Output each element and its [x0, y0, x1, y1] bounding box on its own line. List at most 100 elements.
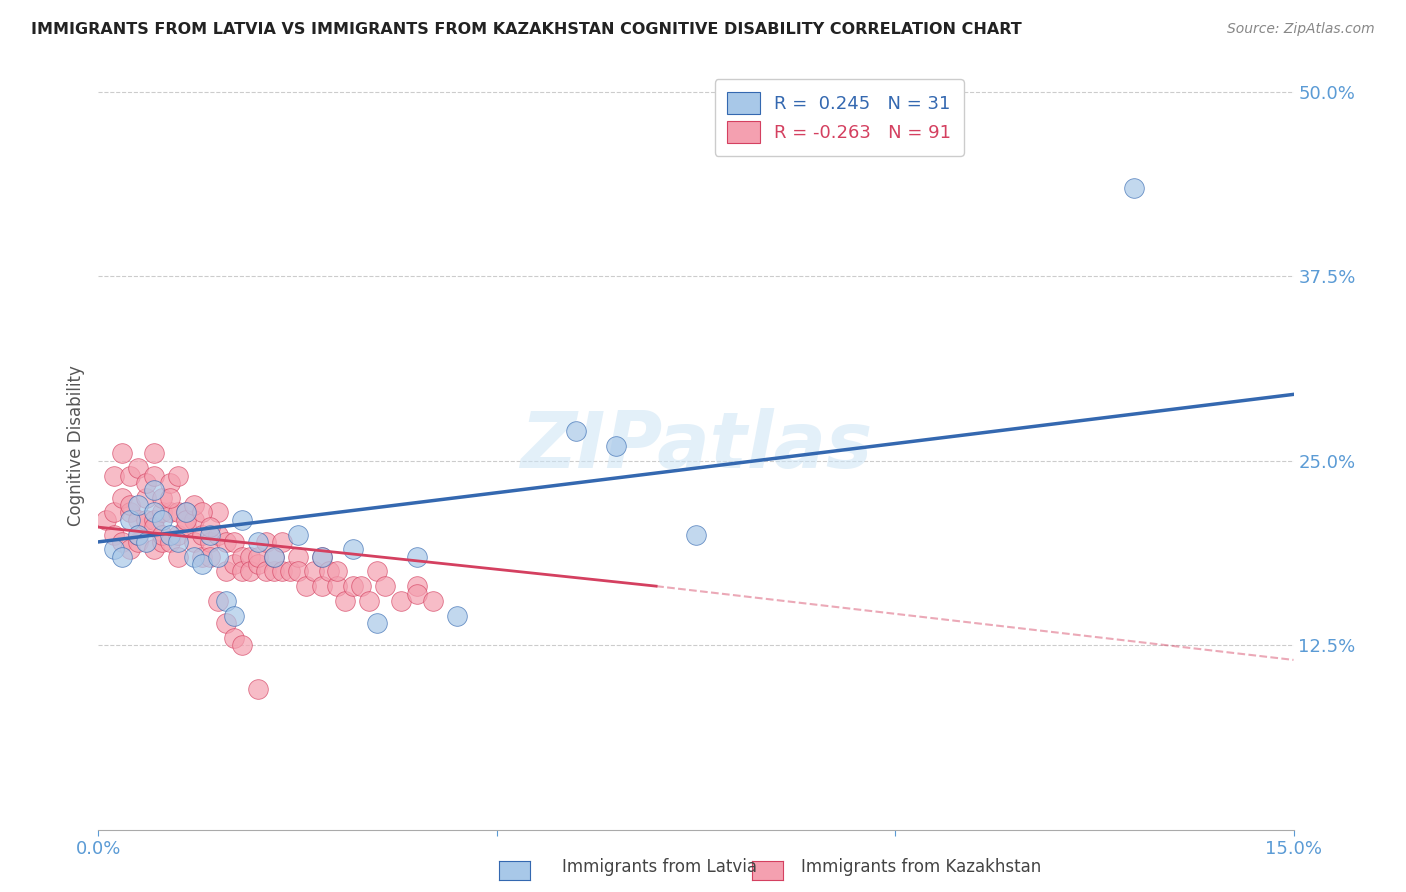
Point — [406, 549, 429, 564]
Point — [150, 491, 173, 505]
Point — [246, 535, 269, 549]
Point — [263, 549, 285, 564]
Point — [159, 527, 181, 541]
Point — [231, 638, 253, 652]
Point — [231, 549, 253, 564]
Point — [294, 579, 316, 593]
Point — [167, 527, 190, 541]
Point — [207, 527, 229, 541]
Point — [406, 586, 429, 600]
Point — [135, 535, 157, 549]
Point — [143, 520, 166, 534]
Point — [191, 557, 214, 571]
Point — [143, 505, 166, 519]
Point — [120, 542, 142, 557]
Text: Source: ZipAtlas.com: Source: ZipAtlas.com — [1227, 22, 1375, 37]
Point — [605, 439, 627, 453]
Point — [127, 535, 149, 549]
Point — [120, 498, 142, 512]
Point — [342, 579, 364, 593]
Point — [183, 535, 205, 549]
Point — [120, 468, 142, 483]
Point — [215, 535, 238, 549]
Point — [143, 513, 166, 527]
Point — [198, 520, 221, 534]
Point — [215, 615, 238, 630]
Point — [222, 608, 245, 623]
Point — [143, 468, 166, 483]
Point — [111, 549, 134, 564]
Point — [191, 505, 214, 519]
Point — [183, 549, 205, 564]
Point — [207, 505, 229, 519]
Point — [246, 557, 269, 571]
Point — [1123, 181, 1146, 195]
Point — [191, 549, 214, 564]
Point — [150, 535, 173, 549]
Point — [311, 579, 333, 593]
Point — [207, 594, 229, 608]
Text: Immigrants from Latvia: Immigrants from Latvia — [562, 858, 758, 876]
Point — [406, 579, 429, 593]
Point — [318, 565, 340, 579]
Point — [263, 565, 285, 579]
Point — [159, 535, 181, 549]
Point — [127, 527, 149, 541]
Point — [215, 565, 238, 579]
Text: ZIPatlas: ZIPatlas — [520, 408, 872, 484]
Point — [120, 505, 142, 519]
Point — [103, 505, 125, 519]
Point — [120, 513, 142, 527]
Point — [191, 527, 214, 541]
Point — [174, 520, 197, 534]
Point — [366, 565, 388, 579]
Point — [127, 461, 149, 475]
Point — [222, 557, 245, 571]
Point — [174, 513, 197, 527]
Point — [103, 527, 125, 541]
Point — [111, 491, 134, 505]
Point — [270, 535, 292, 549]
Point — [111, 535, 134, 549]
Point — [167, 535, 190, 549]
Point — [270, 565, 292, 579]
Point — [350, 579, 373, 593]
Point — [198, 535, 221, 549]
Point — [239, 565, 262, 579]
Point — [143, 483, 166, 498]
Point — [685, 527, 707, 541]
Point — [96, 513, 118, 527]
Point — [359, 594, 381, 608]
Point — [159, 491, 181, 505]
Text: Immigrants from Kazakhstan: Immigrants from Kazakhstan — [801, 858, 1042, 876]
Point — [198, 527, 221, 541]
Point — [287, 527, 309, 541]
Point — [446, 608, 468, 623]
Point — [135, 491, 157, 505]
Point — [389, 594, 412, 608]
Point — [422, 594, 444, 608]
Point — [183, 513, 205, 527]
Point — [287, 565, 309, 579]
Point — [342, 542, 364, 557]
Point — [565, 424, 588, 438]
Legend: R =  0.245   N = 31, R = -0.263   N = 91: R = 0.245 N = 31, R = -0.263 N = 91 — [714, 79, 965, 156]
Point — [174, 505, 197, 519]
Point — [167, 505, 190, 519]
Point — [231, 565, 253, 579]
Point — [183, 498, 205, 512]
Point — [366, 615, 388, 630]
Point — [159, 475, 181, 490]
Point — [167, 549, 190, 564]
Point — [287, 549, 309, 564]
Point — [127, 527, 149, 541]
Point — [302, 565, 325, 579]
Point — [167, 468, 190, 483]
Point — [143, 542, 166, 557]
Point — [222, 631, 245, 645]
Text: IMMIGRANTS FROM LATVIA VS IMMIGRANTS FROM KAZAKHSTAN COGNITIVE DISABILITY CORREL: IMMIGRANTS FROM LATVIA VS IMMIGRANTS FRO… — [31, 22, 1022, 37]
Point — [263, 549, 285, 564]
Point — [311, 549, 333, 564]
Point — [246, 549, 269, 564]
Y-axis label: Cognitive Disability: Cognitive Disability — [66, 366, 84, 526]
